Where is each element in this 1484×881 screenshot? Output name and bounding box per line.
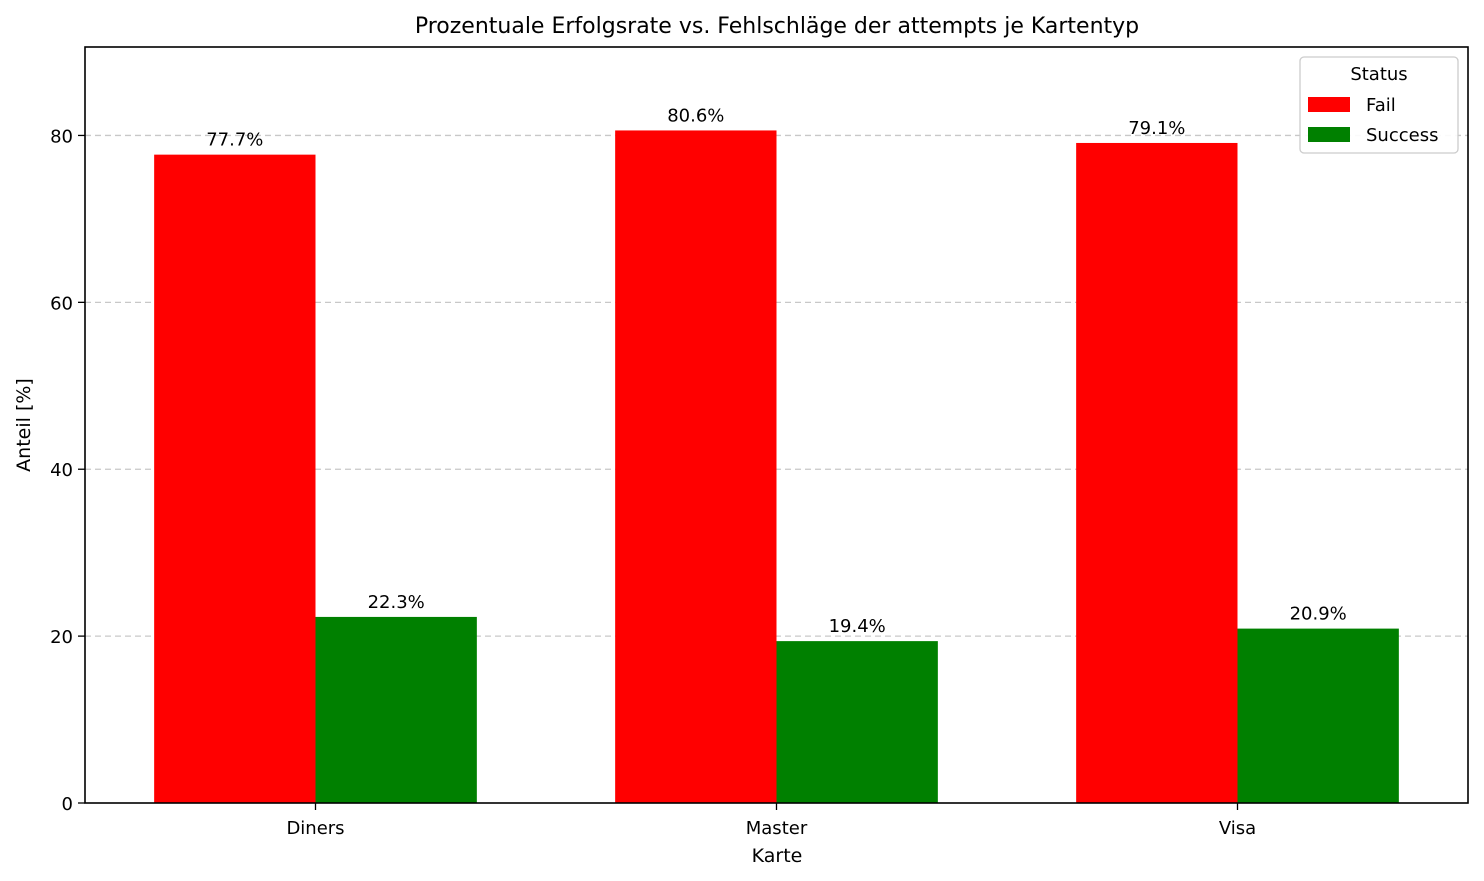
data-label: 22.3% xyxy=(368,592,425,613)
bar-success xyxy=(315,616,477,803)
legend-label-fail: Fail xyxy=(1366,95,1396,116)
bar-success xyxy=(1237,628,1399,803)
bar-fail xyxy=(615,130,777,803)
data-label: 80.6% xyxy=(667,105,724,126)
y-tick-label: 20 xyxy=(50,627,73,648)
data-label: 20.9% xyxy=(1290,604,1347,625)
bar-fail xyxy=(1076,142,1238,803)
bar-fail xyxy=(154,154,316,803)
data-label: 79.1% xyxy=(1128,118,1185,139)
legend-swatch-success xyxy=(1308,127,1350,142)
data-label: 19.4% xyxy=(829,616,886,637)
bar-success xyxy=(776,641,938,803)
legend-label-success: Success xyxy=(1366,125,1438,146)
legend: Status Fail Success xyxy=(1299,56,1459,154)
x-axis-label: Karte xyxy=(752,845,803,867)
y-tick-label: 60 xyxy=(50,293,73,314)
y-tick-label: 0 xyxy=(62,794,73,815)
y-axis-label: Anteil [%] xyxy=(13,378,35,472)
x-tick-label: Master xyxy=(746,818,808,839)
x-tick-label: Diners xyxy=(286,818,344,839)
bars xyxy=(154,130,1399,803)
legend-title: Status xyxy=(1350,64,1407,85)
chart-title: Prozentuale Erfolgsrate vs. Fehlschläge … xyxy=(415,14,1139,39)
data-labels: 77.7% 22.3% 80.6% 19.4% 79.1% 20.9% xyxy=(206,105,1347,637)
axes: 0 20 40 60 80 Diners Master Visa xyxy=(50,126,1256,839)
data-label: 77.7% xyxy=(206,130,263,151)
legend-swatch-fail xyxy=(1308,97,1350,112)
y-tick-label: 40 xyxy=(50,460,73,481)
y-tick-label: 80 xyxy=(50,126,73,147)
x-tick-label: Visa xyxy=(1219,818,1256,839)
